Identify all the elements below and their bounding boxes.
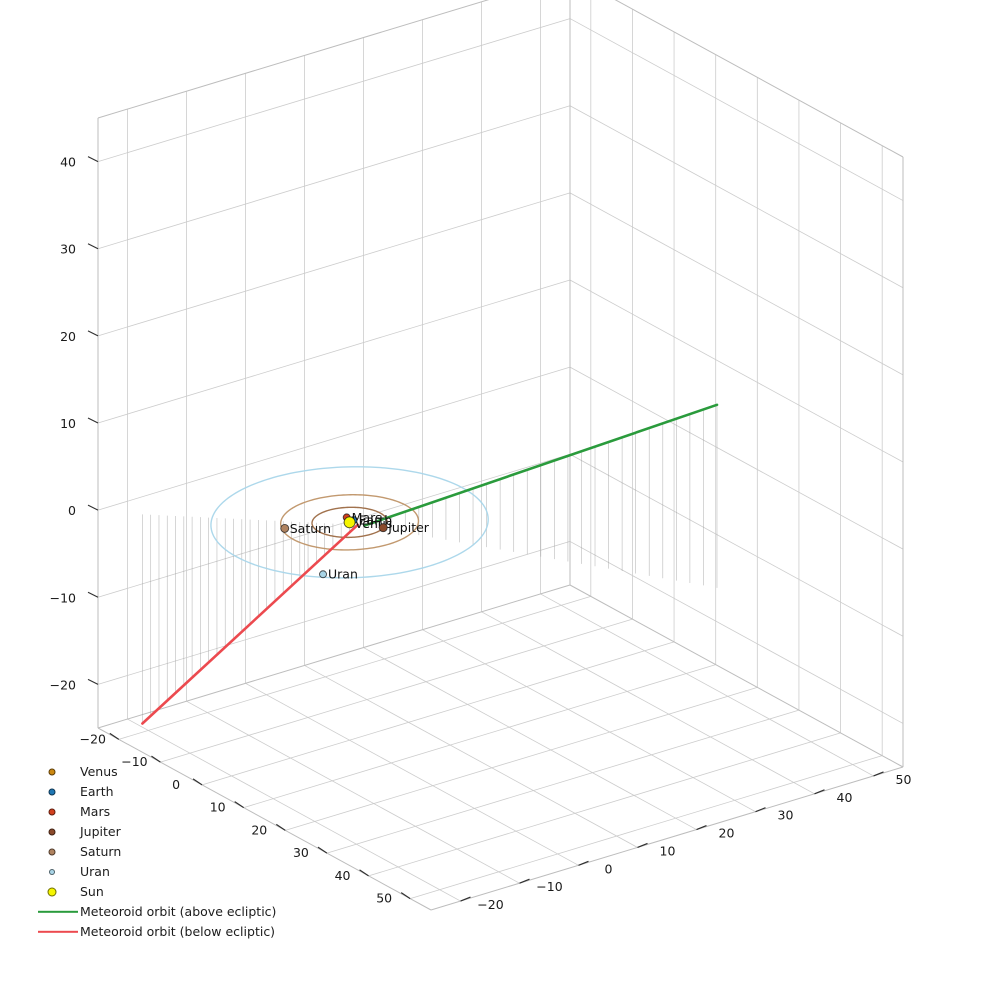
legend-marker-key bbox=[36, 762, 80, 782]
legend-line-key bbox=[36, 922, 80, 942]
meteoroid-orbit-above-ecliptic bbox=[363, 403, 719, 527]
chart-legend: Venus Earth Mars Jupiter Saturn Uran Sun Meteor… bbox=[36, 762, 366, 942]
legend-item[interactable]: Meteoroid orbit (above ecliptic) bbox=[36, 902, 366, 922]
axis-tick-label: −20 bbox=[50, 677, 76, 692]
legend-item[interactable]: Earth bbox=[36, 782, 366, 802]
legend-item-label: Meteoroid orbit (below ecliptic) bbox=[80, 924, 276, 939]
legend-item-label: Meteoroid orbit (above ecliptic) bbox=[80, 904, 277, 919]
legend-item-label: Uran bbox=[80, 864, 110, 879]
axis-tick-label: 10 bbox=[660, 843, 676, 858]
meteoroid-orbit-below-ecliptic bbox=[141, 523, 360, 725]
body-marker-saturn bbox=[280, 523, 290, 533]
body-marker-sun bbox=[343, 516, 356, 529]
axis-tick-label: 20 bbox=[60, 329, 76, 344]
legend-marker-icon bbox=[48, 808, 56, 816]
axis-tick-label: −10 bbox=[536, 879, 562, 894]
axis-tick-label: 20 bbox=[719, 826, 735, 841]
axis-tick-label: 30 bbox=[293, 845, 309, 860]
legend-marker-icon bbox=[48, 768, 56, 776]
body-label-jupiter: Jupiter bbox=[387, 520, 430, 535]
legend-item[interactable]: Venus bbox=[36, 762, 366, 782]
axis-tick-label: 40 bbox=[335, 868, 351, 883]
legend-item-label: Saturn bbox=[80, 844, 122, 859]
meteoroid-trajectory bbox=[141, 403, 719, 725]
axis-tick-label: 50 bbox=[896, 772, 912, 787]
legend-item[interactable]: Sun bbox=[36, 882, 366, 902]
legend-item[interactable]: Saturn bbox=[36, 842, 366, 862]
axis-tick-label: 0 bbox=[172, 777, 180, 792]
legend-item[interactable]: Uran bbox=[36, 862, 366, 882]
axis-tick-label: 30 bbox=[60, 242, 76, 257]
legend-line-icon bbox=[38, 910, 78, 914]
legend-marker-key bbox=[36, 822, 80, 842]
body-label-mars: Mars bbox=[352, 510, 382, 525]
axis-tick-label: 50 bbox=[376, 891, 392, 906]
legend-item-label: Jupiter bbox=[80, 824, 121, 839]
legend-marker-key bbox=[36, 882, 80, 902]
body-label-uran: Uran bbox=[328, 567, 358, 582]
legend-marker-icon bbox=[48, 828, 56, 836]
axis-tick-label: 40 bbox=[60, 155, 76, 170]
legend-marker-key bbox=[36, 782, 80, 802]
body-marker-uran bbox=[319, 570, 327, 579]
orbit-ring-saturn bbox=[279, 494, 420, 551]
legend-item[interactable]: Jupiter bbox=[36, 822, 366, 842]
legend-marker-key bbox=[36, 862, 80, 882]
axis-tick-label: −10 bbox=[50, 590, 76, 605]
orbit-droplines bbox=[142, 404, 718, 724]
legend-item-label: Sun bbox=[80, 884, 104, 899]
axis-tick-label: 40 bbox=[837, 790, 853, 805]
body-marker-jupiter bbox=[378, 523, 388, 533]
axis-tick-label: 20 bbox=[251, 822, 267, 837]
legend-item[interactable]: Mars bbox=[36, 802, 366, 822]
axes-box-edges bbox=[97, 0, 904, 911]
legend-marker-icon bbox=[49, 869, 55, 875]
axis-tick-label: 0 bbox=[605, 861, 613, 876]
axis-tick-label: −20 bbox=[80, 731, 106, 746]
pane-gridlines bbox=[97, 0, 904, 902]
axis-tick-label: 0 bbox=[68, 503, 76, 518]
legend-item-label: Venus bbox=[80, 764, 118, 779]
legend-marker-icon bbox=[47, 887, 57, 897]
legend-item-label: Mars bbox=[80, 804, 111, 819]
orbit-ring-uran bbox=[210, 466, 489, 579]
axis-tick-label: 30 bbox=[778, 808, 794, 823]
legend-marker-icon bbox=[48, 788, 56, 796]
axis-tick-label: −20 bbox=[477, 897, 503, 912]
legend-marker-icon bbox=[48, 848, 56, 856]
axis-tick-label: −10 bbox=[121, 754, 147, 769]
axes-panes bbox=[98, 0, 903, 910]
axis-ticks: −20 −10 0 10 20 30 40 50 −20 −10 0 10 20 30 40 50 −20 −10… bbox=[50, 155, 912, 912]
body-label-saturn: Saturn bbox=[290, 521, 331, 536]
legend-line-icon bbox=[38, 930, 78, 934]
legend-line-key bbox=[36, 902, 80, 922]
legend-marker-key bbox=[36, 802, 80, 822]
legend-marker-key bbox=[36, 842, 80, 862]
axis-tick-label: 10 bbox=[210, 800, 226, 815]
axis-tick-label: 10 bbox=[60, 416, 76, 431]
planet-orbit-rings bbox=[210, 466, 489, 579]
legend-item[interactable]: Meteoroid orbit (below ecliptic) bbox=[36, 922, 366, 942]
orbit-ring-jupiter bbox=[311, 506, 388, 539]
legend-item-label: Earth bbox=[80, 784, 114, 799]
